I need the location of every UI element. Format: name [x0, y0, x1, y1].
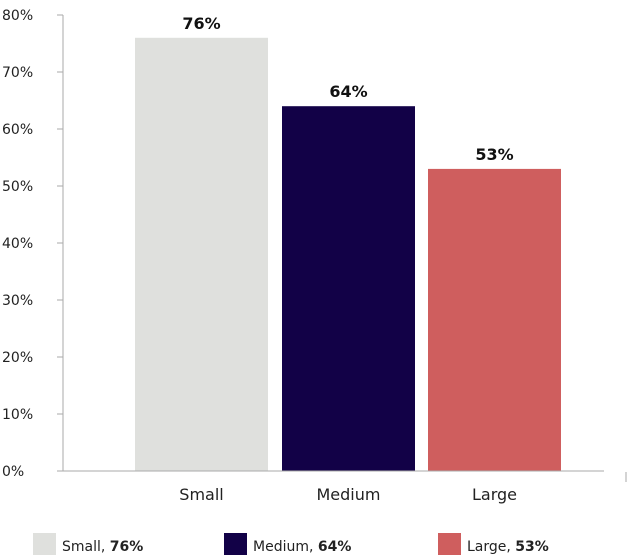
data-label: 76%	[182, 14, 220, 33]
bar	[282, 106, 415, 471]
legend-label: Medium, 64%	[253, 539, 351, 555]
legend-swatch	[33, 533, 56, 555]
legend-swatch	[224, 533, 247, 555]
y-tick-label: 30%	[2, 293, 33, 309]
y-tick-label: 0%	[2, 464, 24, 480]
data-label: 64%	[329, 82, 367, 101]
legend-label: Large, 53%	[467, 539, 549, 555]
x-tick-label: Medium	[317, 485, 381, 504]
bar	[428, 168, 561, 471]
x-axis: Small Medium Large	[63, 470, 627, 504]
bar	[135, 37, 268, 472]
legend-label: Small, 76%	[62, 539, 143, 555]
x-tick-label: Small	[179, 485, 223, 504]
legend-item: Large, 53%	[438, 533, 549, 555]
y-axis: 0% 10% 20% 30% 40% 50% 60% 70% 80%	[2, 8, 64, 480]
y-tick-label: 20%	[2, 350, 33, 366]
legend-swatch	[438, 533, 461, 555]
legend-item: Medium, 64%	[224, 533, 351, 555]
y-tick-label: 80%	[2, 8, 33, 24]
y-tick-label: 40%	[2, 236, 33, 252]
legend-item: Small, 76%	[33, 533, 143, 555]
data-label: 53%	[475, 145, 513, 164]
y-tick-label: 60%	[2, 122, 33, 138]
legend: Small, 76% Medium, 64% Large, 53%	[33, 533, 549, 555]
x-tick-label: Large	[472, 485, 517, 504]
bars: 76% 64% 53%	[135, 14, 561, 472]
y-tick-label: 10%	[2, 407, 33, 423]
y-tick-label: 70%	[2, 65, 33, 81]
y-tick-label: 50%	[2, 179, 33, 195]
